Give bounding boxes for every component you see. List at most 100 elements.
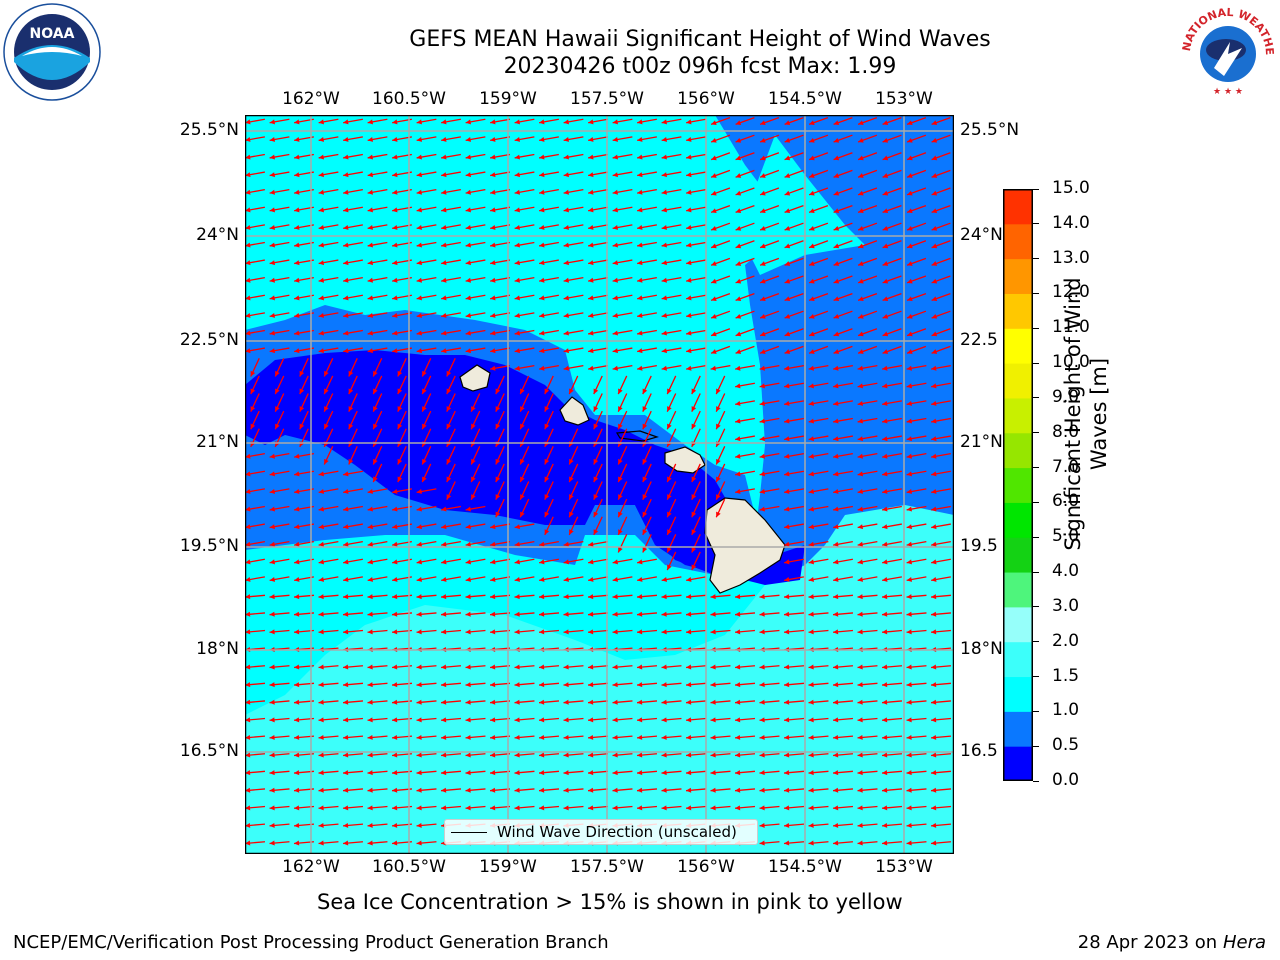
wave-arrow-head <box>833 682 839 688</box>
wave-arrow-head <box>760 243 766 249</box>
wave-arrow-head <box>711 349 717 354</box>
wave-arrow-head <box>367 787 373 793</box>
wave-arrow-head <box>490 189 496 195</box>
wave-arrow-head <box>833 752 839 758</box>
wave-arrow-head <box>520 458 525 465</box>
wave-arrow-head <box>343 629 349 635</box>
wave-arrow-head <box>931 752 937 758</box>
wave-arrow-head <box>490 260 496 266</box>
wave-arrow-head <box>441 594 447 600</box>
wave-arrow-head <box>343 734 349 740</box>
wave-arrow-head <box>416 594 422 600</box>
wave-arrow-head <box>367 119 374 125</box>
wave-arrow-head <box>446 406 452 412</box>
wave-arrow-head <box>441 348 447 354</box>
wave-arrow-head <box>465 506 472 512</box>
wave-arrow-head <box>931 313 938 319</box>
wave-arrow-head <box>667 476 672 483</box>
wave-arrow-head <box>367 717 373 723</box>
wave-arrow-head <box>906 577 913 582</box>
wave-arrow-head <box>490 172 496 178</box>
wave-arrow-head <box>907 331 913 337</box>
wave-arrow-head <box>808 506 815 512</box>
svg-text:★ ★ ★: ★ ★ ★ <box>1213 87 1243 97</box>
wave-arrow-head <box>514 594 520 600</box>
wave-arrow-head <box>318 541 325 547</box>
wave-arrow-head <box>661 225 668 230</box>
wave-arrow-head <box>588 577 594 582</box>
wave-arrow-head <box>563 189 570 195</box>
wave-arrow-head <box>882 489 888 494</box>
wave-arrow-head <box>392 629 398 635</box>
wave-arrow-head <box>759 699 765 705</box>
wave-arrow-head <box>416 752 422 758</box>
wave-arrow-head <box>441 295 447 301</box>
wave-arrow-head <box>906 559 913 565</box>
wave-arrow-head <box>612 365 619 371</box>
wave-arrow-head <box>691 423 697 430</box>
wave-arrow-head <box>520 494 525 500</box>
wave-arrow-head <box>661 664 667 670</box>
wave-arrow-head <box>544 458 550 465</box>
wave-arrow-head <box>612 277 619 283</box>
wave-arrow-head <box>907 278 913 284</box>
wave-arrow-head <box>416 119 423 125</box>
wave-arrow-head <box>441 752 447 758</box>
wave-arrow-head <box>490 348 496 354</box>
wave-arrow-head <box>367 295 374 301</box>
wave-arrow-head <box>392 559 398 565</box>
wave-arrow-head <box>735 717 741 723</box>
wave-arrow-head <box>294 260 300 266</box>
wave-arrow-head <box>416 664 422 670</box>
wave-arrow-head <box>392 577 398 582</box>
wave-arrow-head <box>716 476 721 483</box>
wave-arrow-head <box>269 489 276 494</box>
wave-arrow-head <box>686 770 692 776</box>
wave-arrow-head <box>735 436 741 442</box>
wave-arrow-head <box>931 349 938 354</box>
wave-arrow-head <box>833 418 839 424</box>
wave-arrow-head <box>539 577 545 582</box>
wave-arrow-head <box>833 559 839 565</box>
wave-arrow-head <box>416 348 423 354</box>
colorbar-tick <box>1033 676 1039 678</box>
wave-arrow-head <box>906 541 913 547</box>
wave-arrow-head <box>318 207 325 213</box>
island-hawaii <box>704 497 786 594</box>
wave-arrow-head <box>294 699 300 705</box>
wave-arrow-head <box>392 207 398 213</box>
wave-arrow-head <box>367 577 374 582</box>
wave-arrow-head <box>471 423 476 430</box>
wave-arrow-head <box>367 277 374 283</box>
wave-arrow-head <box>809 331 815 337</box>
wave-arrow-head <box>490 805 496 811</box>
wave-arrow-head <box>343 664 349 670</box>
wave-arrow-head <box>716 494 721 500</box>
wave-arrow-head <box>544 406 550 412</box>
wave-arrow-head <box>711 261 717 266</box>
wave-arrow-head <box>686 207 692 213</box>
wave-arrow-head <box>686 717 692 723</box>
colorbar-segment <box>1003 258 1033 294</box>
wave-arrow-head <box>490 611 496 617</box>
wave-arrow-head <box>343 559 349 565</box>
wave-arrow-head <box>760 331 766 337</box>
wave-arrow-head <box>833 840 839 846</box>
wave-arrow-head <box>588 207 594 213</box>
wave-arrow-head <box>367 189 374 195</box>
wave-arrow-head <box>245 506 251 512</box>
wave-arrow-head <box>735 331 742 337</box>
wave-arrow-head <box>416 717 422 723</box>
wave-arrow-head <box>514 541 521 547</box>
wave-arrow-head <box>612 242 619 248</box>
wave-arrow-head <box>441 787 447 793</box>
wave-arrow-head <box>882 365 888 371</box>
wave-arrow-head <box>343 295 349 301</box>
wave-arrow-head <box>392 242 398 248</box>
wave-arrow-head <box>618 406 623 412</box>
wave-arrow-head <box>667 388 672 395</box>
wave-arrow-head <box>539 682 545 688</box>
wave-arrow-head <box>735 208 742 214</box>
wave-arrow-head <box>490 577 496 582</box>
wave-arrow-head <box>373 476 378 483</box>
